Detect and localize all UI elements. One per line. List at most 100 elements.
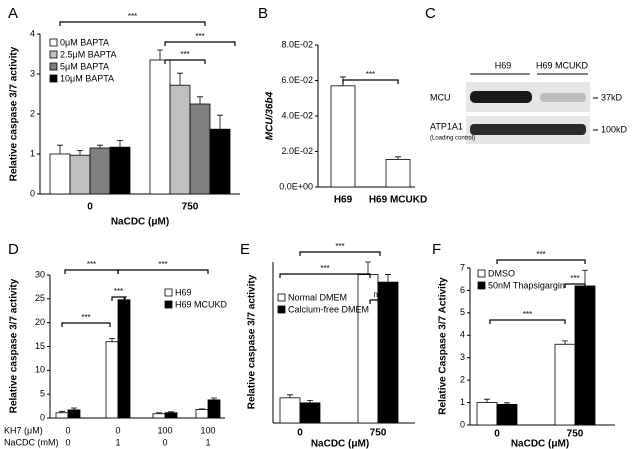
significance-bracket	[59, 21, 206, 26]
bar	[195, 409, 209, 419]
size-label: 100kD	[601, 124, 628, 134]
legend-label: Calcium-free DMEM	[288, 304, 369, 314]
error-bar	[504, 402, 510, 405]
error-bar	[287, 394, 293, 398]
error-bar	[71, 407, 77, 410]
y-axis-label: Relative caspase 3/7 activity	[247, 274, 258, 409]
x-tick-label: H69 MCUKD	[369, 195, 427, 206]
legend-swatch	[277, 305, 286, 314]
bar	[554, 343, 576, 426]
bar	[476, 402, 498, 426]
panel-letter: A	[8, 5, 18, 22]
significance-label: ***	[81, 313, 90, 322]
y-tick-label: 15	[35, 341, 45, 351]
legend-swatch	[477, 269, 486, 278]
error-bar	[168, 411, 174, 413]
x-tick-label: 0	[297, 428, 303, 439]
significance-bracket	[111, 296, 126, 301]
significance-bracket	[489, 319, 566, 324]
significance-bracket	[496, 259, 586, 264]
x-tick-label: 750	[567, 429, 584, 440]
size-label: 37kD	[601, 92, 623, 102]
y-axis-label: Relative caspase 3/7 activity	[9, 46, 20, 181]
legend-swatch	[49, 38, 58, 47]
bar	[149, 59, 171, 195]
bar	[49, 153, 71, 195]
y-axis-label: Relative caspase 3/7 activity	[9, 278, 20, 413]
blot-band	[470, 91, 532, 103]
x-tick-label: 0	[65, 425, 70, 435]
significance-label: n.s.	[374, 290, 387, 299]
blot-band	[470, 124, 586, 135]
x-tick-label: 100	[157, 425, 172, 435]
bar	[69, 154, 91, 195]
x-tick-label: 1	[115, 437, 120, 447]
legend-swatch	[164, 300, 173, 309]
significance-label: ***	[180, 50, 189, 59]
legend-swatch	[477, 281, 486, 290]
significance-label: ***	[114, 287, 123, 296]
row-note: (Loading control)	[430, 136, 475, 142]
error-bar	[177, 72, 183, 86]
y-tick-label: 25	[35, 293, 45, 303]
bar	[109, 146, 131, 195]
x-tick-label: 0	[162, 437, 167, 447]
y-axis-label: MCU/36b4	[265, 91, 276, 140]
y-tick-label: 1	[30, 148, 35, 158]
x-tick-label: 0	[65, 437, 70, 447]
significance-bracket	[64, 269, 119, 274]
lane-label: H69	[495, 60, 512, 70]
bar	[105, 341, 119, 419]
y-tick-label: 2	[460, 375, 465, 385]
x-tick-label: 100	[200, 425, 215, 435]
x-row-label: KH7 (μM)	[4, 425, 43, 435]
y-tick-label: 0.0E+00	[279, 181, 313, 191]
x-tick-label: H69	[334, 195, 353, 206]
panel-letter: E	[240, 241, 250, 258]
error-bar	[385, 274, 391, 283]
significance-label: ***	[366, 70, 375, 79]
error-bar	[197, 96, 203, 104]
bar	[117, 299, 131, 419]
significance-bracket	[61, 322, 111, 327]
lane-label: H69 MCUKD	[536, 60, 589, 70]
legend-label: 10μM BAPTA	[60, 73, 114, 83]
x-tick-label: 0	[494, 429, 500, 440]
legend-swatch	[49, 50, 58, 59]
x-tick-label: 750	[182, 202, 199, 213]
legend-swatch	[164, 288, 173, 297]
legend-swatch	[49, 74, 58, 83]
error-bar	[562, 340, 568, 345]
legend-label: H69 MCUKD	[175, 299, 228, 309]
y-tick-label: 30	[35, 269, 45, 279]
error-bar	[59, 410, 65, 413]
panel-letter: F	[432, 241, 441, 258]
panel-letter: C	[425, 5, 436, 22]
y-tick-label: 7	[460, 262, 465, 272]
significance-bracket	[299, 251, 381, 256]
panel-letter: D	[8, 241, 19, 258]
y-tick-label: 3	[460, 352, 465, 362]
x-tick-label: 750	[370, 428, 387, 439]
x-tick-label: 1	[205, 437, 210, 447]
error-bar	[157, 49, 163, 60]
legend-label: 2.5μM BAPTA	[60, 49, 117, 59]
significance-label: ***	[158, 260, 167, 269]
significance-label: ***	[87, 260, 96, 269]
significance-label: ***	[523, 310, 532, 319]
bar	[385, 159, 411, 188]
error-bar	[217, 114, 223, 130]
bar	[89, 147, 111, 195]
y-tick-label: 4	[30, 28, 35, 38]
y-tick-label: 3	[30, 68, 35, 78]
x-row-label: NaCDC (mM)	[4, 437, 59, 447]
error-bar	[211, 397, 217, 400]
significance-label: ***	[195, 32, 204, 41]
significance-bracket	[564, 283, 586, 288]
error-bar	[109, 337, 115, 342]
legend-label: 0μM BAPTA	[60, 37, 109, 47]
legend-label: 50nM Thapsigargin	[488, 280, 565, 290]
y-tick-label: 0	[460, 419, 465, 429]
error-bar	[97, 144, 103, 148]
y-tick-label: 20	[35, 317, 45, 327]
